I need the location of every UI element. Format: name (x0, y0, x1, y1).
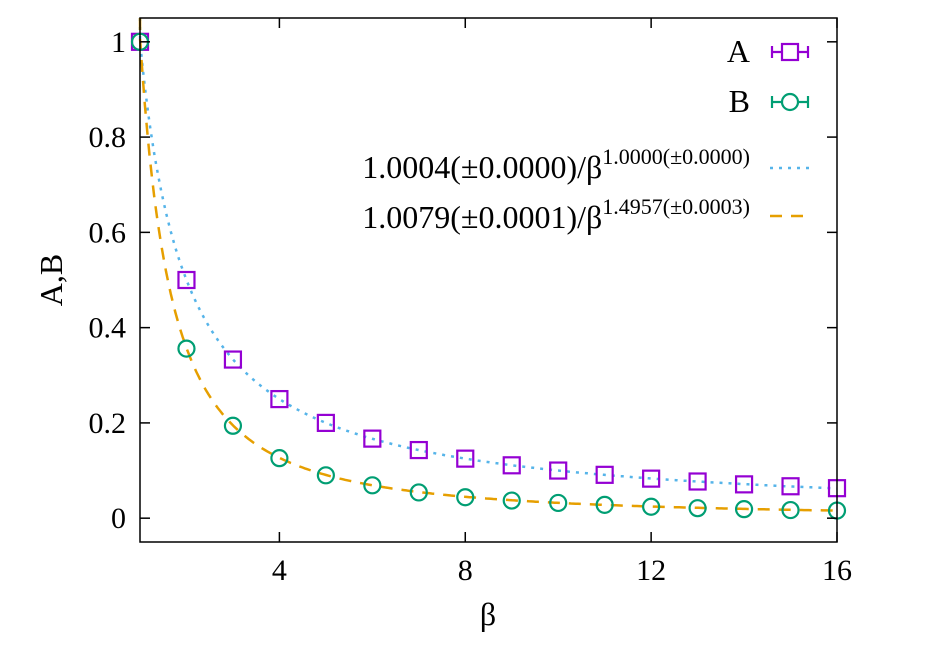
data-point-b (223, 416, 243, 435)
data-point-a (409, 440, 428, 460)
data-point-a (270, 389, 289, 409)
data-point-b (734, 500, 754, 519)
legend-label-fit-a: 1.0004(±0.0000)/β1.0000(±0.0000) (362, 144, 750, 185)
data-point-b (642, 497, 661, 516)
y-axis: 0 0.2 0.4 0.6 0.8 1 (89, 26, 837, 535)
legend-sample-a (780, 42, 800, 62)
data-point-b (549, 493, 568, 513)
data-point-a (642, 469, 661, 488)
data-point-a (595, 465, 614, 484)
y-tick-label: 0 (111, 502, 126, 535)
data-point-b (781, 500, 800, 520)
data-point-b (363, 476, 382, 495)
x-tick-label: 16 (822, 554, 852, 587)
legend-fit-a-exponent: 1.0000(±0.0000) (602, 144, 750, 169)
y-axis-title: A,B (33, 254, 69, 306)
legend-fit-a-main: 1.0004(±0.0000)/β (362, 149, 602, 185)
data-point-a (549, 461, 568, 480)
data-point-b (270, 449, 289, 468)
data-point-b (688, 499, 707, 518)
legend-sample-b (780, 92, 800, 112)
data-point-b (502, 491, 521, 510)
x-tick-label: 8 (458, 554, 473, 587)
legend-label-b: B (729, 83, 750, 119)
data-point-b (177, 339, 196, 358)
fit-curve-2 (138, 17, 837, 512)
data-point-a (316, 413, 335, 433)
legend-fit-b-main: 1.0079(±0.0001)/β (362, 199, 602, 235)
legend-label-fit-b: 1.0079(±0.0001)/β1.4957(±0.0003) (362, 194, 750, 235)
data-point-a (456, 449, 475, 468)
fit-curve-1 (138, 17, 838, 490)
data-point-a (223, 350, 243, 369)
fit-curves (138, 17, 838, 512)
legend-fit-b-exponent: 1.4957(±0.0003) (602, 194, 750, 219)
plot-frame (139, 17, 838, 543)
y-tick-label: 0.4 (89, 312, 127, 345)
data-point-a (363, 429, 382, 448)
x-axis: 4 8 12 16 (272, 18, 852, 587)
data-point-b (456, 488, 475, 507)
data-point-a (781, 477, 800, 496)
data-point-a (502, 456, 521, 475)
data-point-a (734, 475, 754, 494)
data-point-b (316, 466, 335, 485)
data-point-a (177, 270, 196, 290)
y-tick-label: 0.8 (89, 121, 127, 154)
data-point-a (688, 472, 707, 491)
y-tick-label: 0.2 (89, 407, 127, 440)
legend-samples (770, 42, 810, 218)
y-tick-label: 0.6 (89, 216, 127, 249)
data-point-b (409, 483, 428, 502)
data-point-b (595, 495, 614, 514)
y-tick-label: 1 (111, 26, 126, 59)
x-axis-title: β (480, 596, 496, 632)
x-tick-label: 12 (636, 554, 666, 587)
legend-label-a: A (727, 33, 750, 69)
legend: A B 1.0004(±0.0000)/β1.0000(±0.0000) 1.0… (362, 33, 810, 235)
x-tick-label: 4 (272, 554, 287, 587)
